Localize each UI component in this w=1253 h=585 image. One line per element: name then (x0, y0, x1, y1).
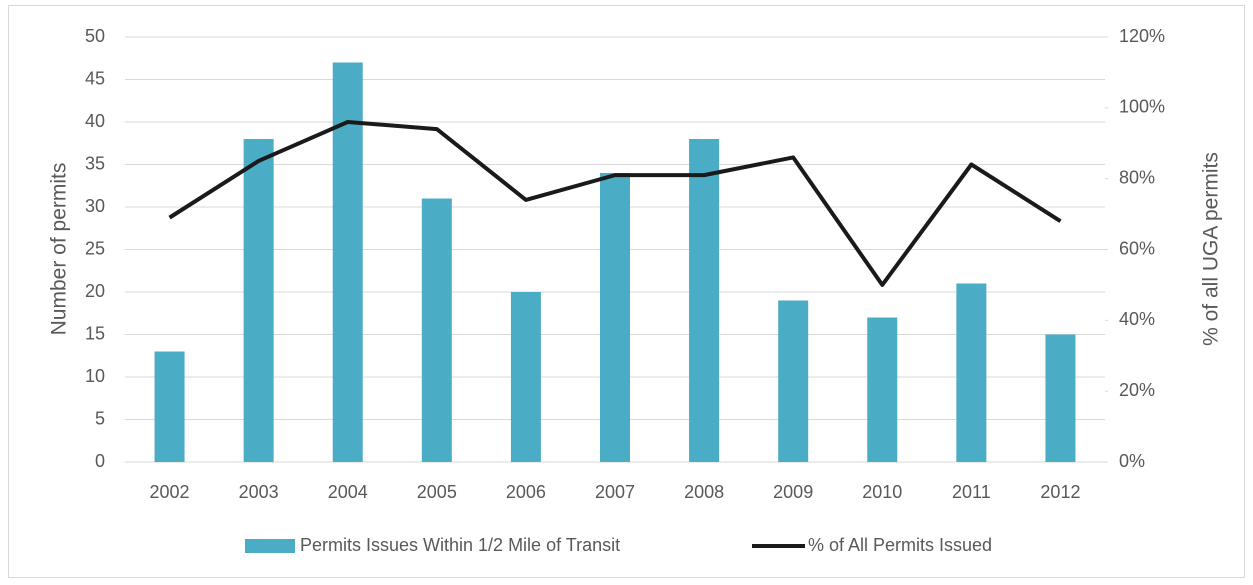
y2-tick-label: 40% (1119, 309, 1155, 329)
y2-axis-title: % of all UGA permits (1200, 152, 1223, 346)
x-tick-label: 2007 (595, 482, 635, 502)
bar (956, 283, 987, 462)
y2-tick-label: 60% (1119, 238, 1155, 258)
x-tick-label: 2009 (773, 482, 813, 502)
x-tick-label: 2011 (952, 482, 991, 502)
x-tick-label: 2005 (417, 482, 457, 502)
y2-tick-label: 100% (1119, 97, 1165, 117)
y-tick-label: 20 (85, 281, 105, 301)
x-tick-label: 2012 (1040, 482, 1080, 502)
y-tick-label: 0 (95, 451, 105, 471)
bar (867, 317, 898, 462)
bar (510, 292, 541, 462)
y2-tick-label: 80% (1119, 167, 1155, 187)
y-tick-label: 25 (85, 238, 105, 258)
bar (421, 198, 452, 462)
y-tick-label: 50 (85, 26, 105, 46)
y-tick-label: 15 (85, 323, 105, 343)
bar (1045, 334, 1076, 462)
x-tick-label: 2008 (684, 482, 724, 502)
bar (600, 173, 630, 462)
y-tick-label: 30 (85, 196, 105, 216)
y2-tick-label: 0% (1119, 451, 1145, 471)
x-tick-label: 2003 (239, 482, 279, 502)
line (168, 120, 1062, 287)
y2-tick-label: 120% (1119, 26, 1165, 46)
bar (154, 351, 185, 462)
y-tick-label: 45 (85, 68, 105, 88)
bar (332, 62, 363, 462)
x-tick-label: 2010 (862, 482, 902, 502)
legend-label: % of All Permits Issued (808, 535, 992, 555)
bar (243, 139, 274, 462)
legend-label: Permits Issues Within 1/2 Mile of Transi… (300, 535, 620, 555)
bar (778, 300, 809, 462)
bar (689, 139, 720, 462)
legend-swatch (245, 539, 295, 553)
y-tick-label: 5 (95, 408, 105, 428)
x-tick-label: 2006 (506, 482, 546, 502)
y-tick-label: 10 (85, 366, 105, 386)
y-tick-label: 35 (85, 153, 105, 173)
x-tick-label: 2002 (150, 482, 190, 502)
x-tick-label: 2004 (328, 482, 368, 502)
y-tick-label: 40 (85, 111, 105, 131)
y-axis-title: Number of permits (48, 163, 71, 336)
y2-tick-label: 20% (1119, 380, 1155, 400)
